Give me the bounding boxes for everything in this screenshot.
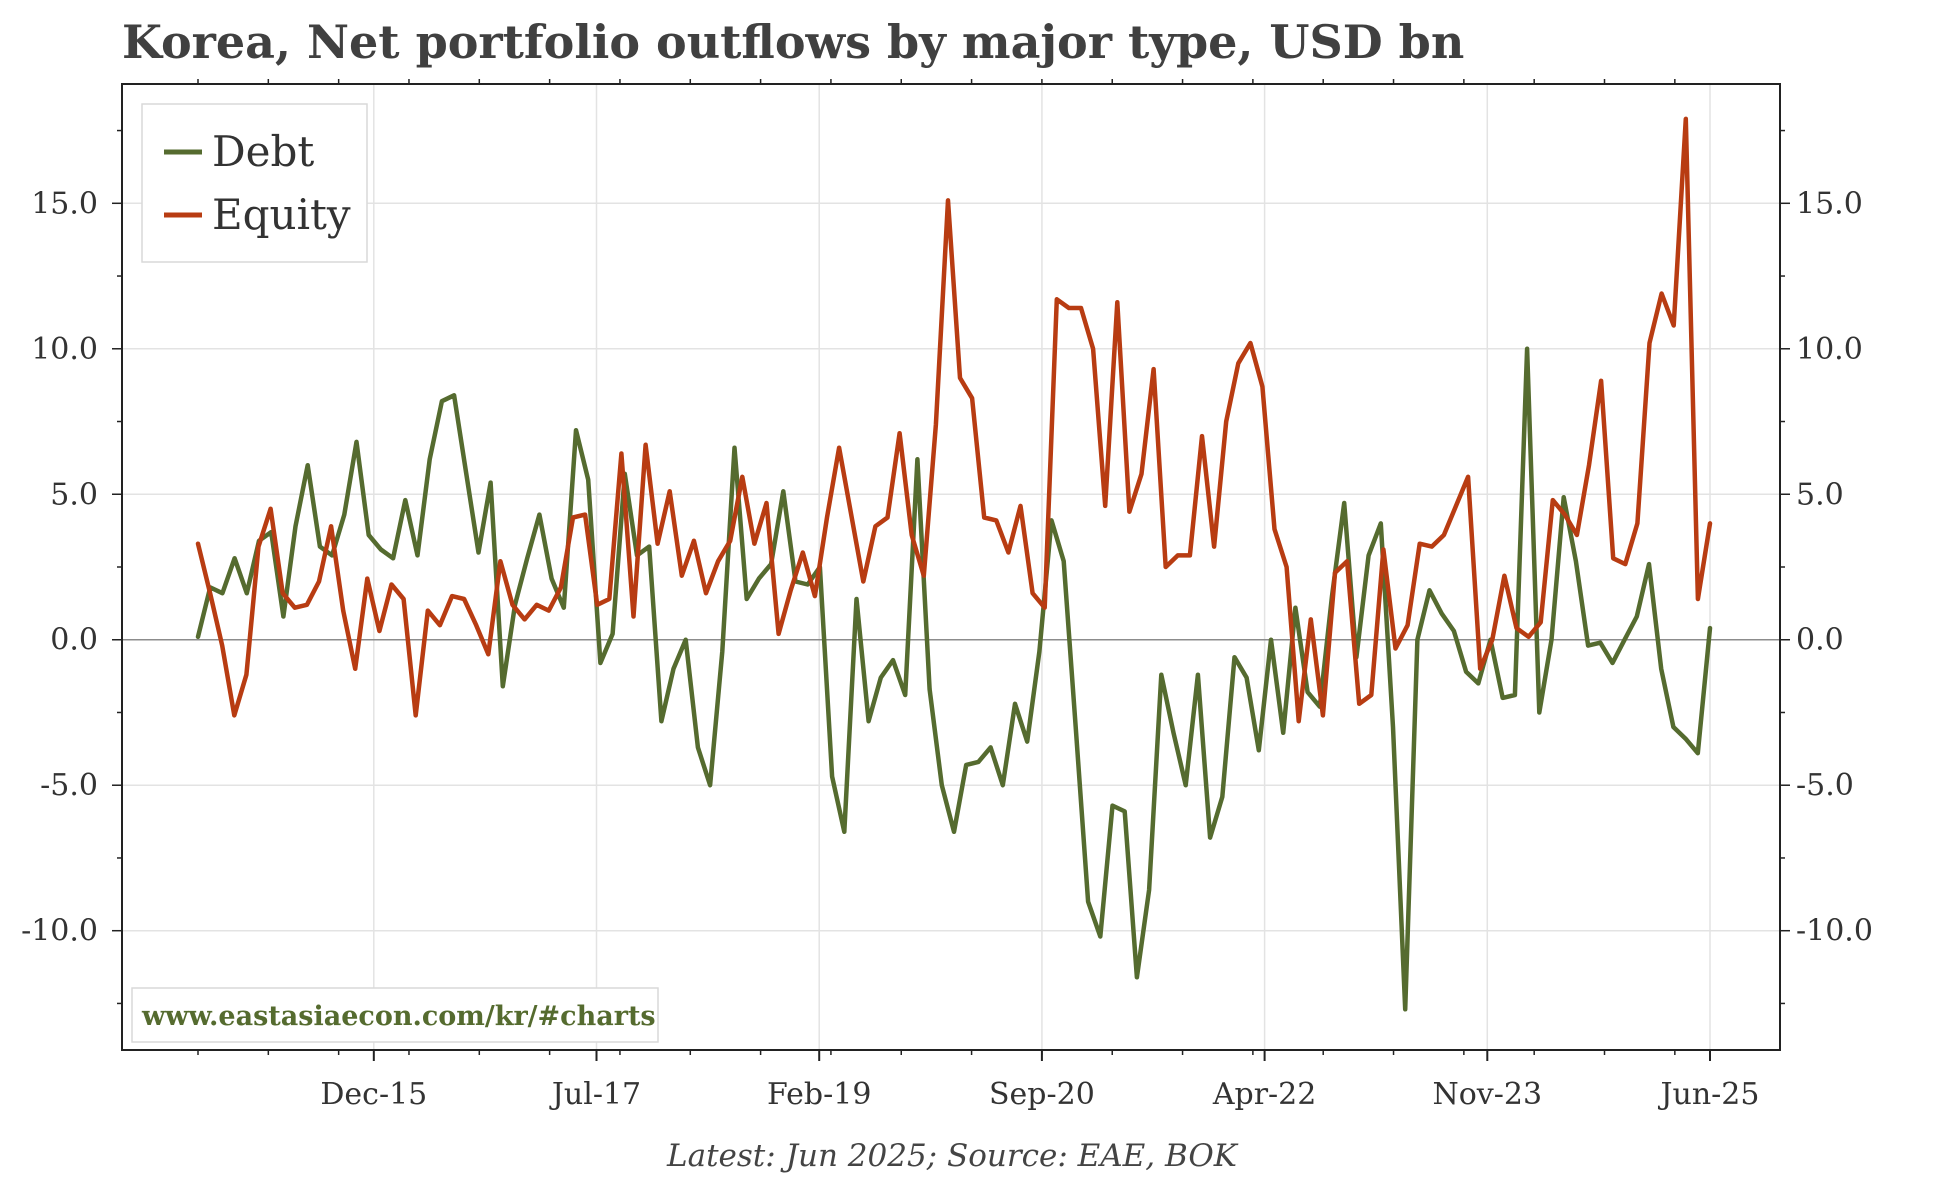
y-tick-label-right: 10.0: [1796, 332, 1863, 367]
y-tick-label-left: 5.0: [50, 477, 98, 512]
watermark-box: [131, 987, 659, 1043]
y-tick-label-left: -5.0: [40, 768, 98, 803]
x-tick-label: Apr-22: [1212, 1077, 1317, 1112]
y-tick-label-left: 15.0: [31, 186, 98, 221]
legend-label-equity: Equity: [212, 190, 351, 239]
series-line-debt: [195, 346, 1713, 1012]
x-tick-label: Feb-19: [767, 1077, 871, 1112]
x-tick-label: Sep-20: [989, 1077, 1095, 1112]
legend: Debt Equity: [141, 103, 368, 263]
y-tick-label-right: 15.0: [1796, 186, 1863, 221]
y-axis-right-labels: 15.0 10.0 5.0 0.0 -5.0 -10.0: [1796, 186, 1873, 948]
legend-box: [141, 103, 368, 263]
chart-title: Korea, Net portfolio outflows by major t…: [122, 15, 1464, 69]
series-line-equity: [195, 116, 1713, 724]
y-tick-label-left: 0.0: [50, 623, 98, 658]
y-tick-label-right: 5.0: [1796, 477, 1844, 512]
legend-label-debt: Debt: [212, 127, 314, 176]
x-tick-label: Jun-25: [1658, 1077, 1760, 1112]
y-tick-label-right: -5.0: [1796, 768, 1854, 803]
y-tick-label-right: 0.0: [1796, 623, 1844, 658]
y-tick-label-left: -10.0: [21, 914, 98, 949]
x-tick-label: Jul-17: [549, 1077, 641, 1112]
x-axis-labels: Dec-15 Jul-17 Feb-19 Sep-20 Apr-22 Nov-23 Jun-…: [320, 1077, 1759, 1112]
x-tick-label: Dec-15: [320, 1077, 427, 1112]
chart-footer: Latest: Jun 2025; Source: EAE, BOK: [666, 1138, 1239, 1174]
watermark: www.eastasiaecon.com/kr/#charts: [131, 987, 659, 1043]
grid: [122, 84, 1780, 1050]
watermark-text: www.eastasiaecon.com/kr/#charts: [141, 1001, 656, 1032]
y-tick-label-left: 10.0: [31, 332, 98, 367]
series-layer: [195, 116, 1713, 1012]
y-axis-left-labels: 15.0 10.0 5.0 0.0 -5.0 -10.0: [21, 186, 98, 948]
axis-ticks: [112, 79, 1790, 1061]
x-tick-label: Nov-23: [1433, 1077, 1543, 1112]
y-tick-label-right: -10.0: [1796, 914, 1873, 949]
